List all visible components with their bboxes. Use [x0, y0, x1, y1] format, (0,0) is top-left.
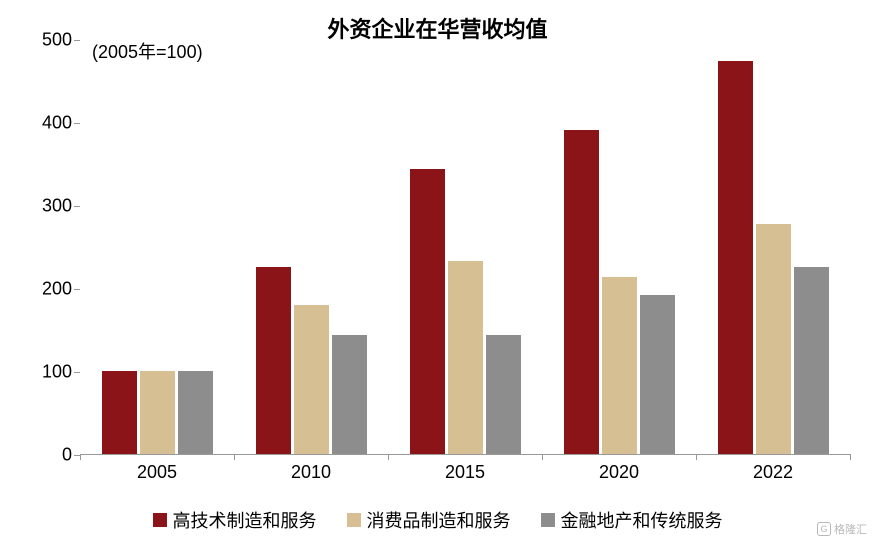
- x-tick: [696, 454, 697, 460]
- bar: [564, 130, 599, 454]
- legend-label: 消费品制造和服务: [367, 507, 511, 533]
- y-tick: [74, 123, 80, 124]
- x-axis-label: 2020: [599, 462, 639, 483]
- x-axis-label: 2010: [291, 462, 331, 483]
- x-tick: [542, 454, 543, 460]
- x-tick: [388, 454, 389, 460]
- y-axis-label: 200: [42, 279, 72, 300]
- bar: [486, 335, 521, 454]
- legend-swatch: [347, 513, 361, 527]
- legend-swatch: [541, 513, 555, 527]
- bar: [332, 335, 367, 454]
- bar: [718, 61, 753, 454]
- y-axis-label: 400: [42, 113, 72, 134]
- watermark-text: 格隆汇: [834, 521, 867, 537]
- legend-item: 高技术制造和服务: [153, 507, 317, 533]
- x-tick: [850, 454, 851, 460]
- plot-area: 010020030040050020052010201520202022: [80, 40, 850, 455]
- bar: [756, 224, 791, 454]
- chart-container: 外资企业在华营收均值 (2005年=100) 01002003004005002…: [0, 0, 875, 543]
- bar: [602, 277, 637, 454]
- y-axis-label: 100: [42, 362, 72, 383]
- bar: [178, 371, 213, 454]
- bar: [140, 371, 175, 454]
- x-tick: [234, 454, 235, 460]
- y-tick: [74, 289, 80, 290]
- legend: 高技术制造和服务 消费品制造和服务 金融地产和传统服务: [0, 507, 875, 533]
- y-tick: [74, 40, 80, 41]
- y-tick: [74, 206, 80, 207]
- legend-item: 消费品制造和服务: [347, 507, 511, 533]
- y-axis-label: 0: [62, 445, 72, 466]
- y-axis-label: 300: [42, 196, 72, 217]
- y-axis-label: 500: [42, 30, 72, 51]
- legend-item: 金融地产和传统服务: [541, 507, 723, 533]
- x-axis-label: 2005: [137, 462, 177, 483]
- bar: [794, 267, 829, 454]
- bar: [294, 305, 329, 454]
- x-tick: [80, 454, 81, 460]
- x-axis-label: 2022: [753, 462, 793, 483]
- x-axis-label: 2015: [445, 462, 485, 483]
- bar: [448, 261, 483, 454]
- bar: [640, 295, 675, 454]
- watermark: G 格隆汇: [817, 521, 867, 537]
- watermark-icon: G: [817, 522, 831, 536]
- bar: [256, 267, 291, 454]
- y-tick: [74, 372, 80, 373]
- bar: [410, 169, 445, 454]
- legend-swatch: [153, 513, 167, 527]
- bar: [102, 371, 137, 454]
- legend-label: 金融地产和传统服务: [561, 507, 723, 533]
- legend-label: 高技术制造和服务: [173, 507, 317, 533]
